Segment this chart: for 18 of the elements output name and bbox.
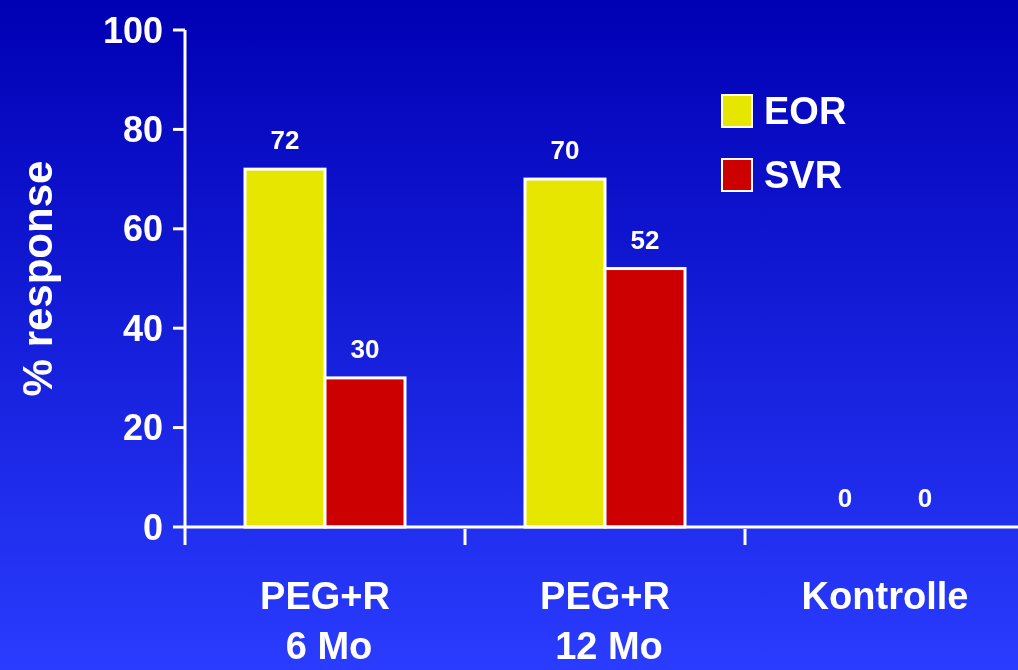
data-label: 52 — [630, 224, 660, 255]
x-tick-label: Kontrolle — [801, 575, 969, 617]
data-label: 70 — [550, 135, 580, 166]
legend-label: EOR — [764, 90, 847, 133]
y-tick-label: 80 — [122, 109, 163, 150]
data-label: 0 — [837, 483, 853, 513]
x-tick-label: PEG+R 6 Mo — [260, 575, 390, 667]
legend-label: SVR — [764, 154, 843, 197]
y-tick-label: 40 — [122, 307, 163, 349]
y-tick-label: 60 — [122, 208, 163, 250]
x-tick-label: PEG+R 12 Mo — [540, 575, 670, 667]
y-axis-title: % response — [14, 160, 61, 397]
y-tick-label: 100 — [102, 9, 163, 51]
y-tick-label: 0 — [142, 506, 163, 548]
data-label: 72 — [270, 125, 300, 156]
y-tick-label: 20 — [122, 407, 163, 449]
data-label: 30 — [350, 333, 380, 364]
data-label: 0 — [917, 483, 933, 513]
